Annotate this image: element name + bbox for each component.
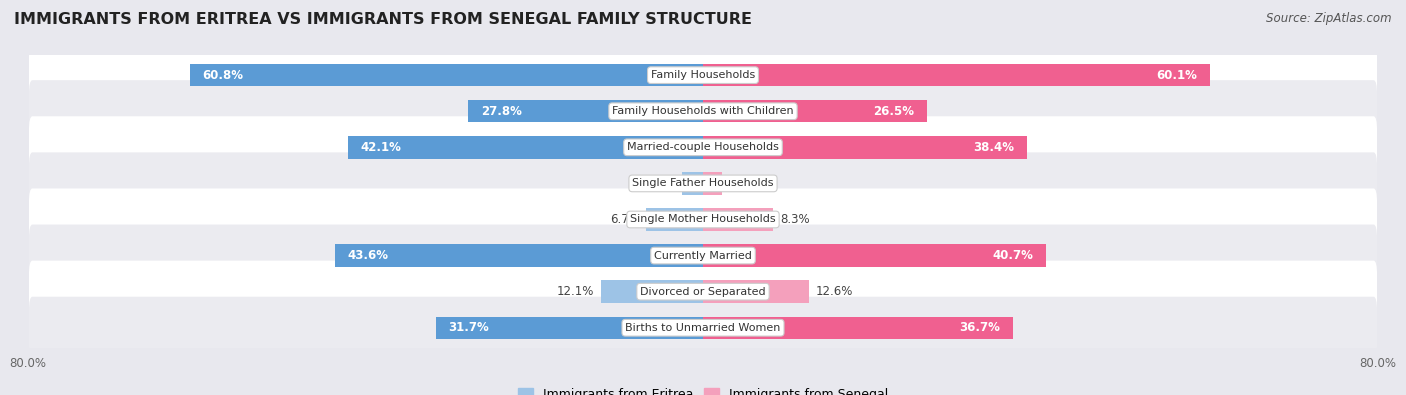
- Bar: [703, 316, 1012, 339]
- Text: 40.7%: 40.7%: [993, 249, 1033, 262]
- Bar: [600, 280, 703, 303]
- Text: 6.7%: 6.7%: [610, 213, 640, 226]
- Text: IMMIGRANTS FROM ERITREA VS IMMIGRANTS FROM SENEGAL FAMILY STRUCTURE: IMMIGRANTS FROM ERITREA VS IMMIGRANTS FR…: [14, 12, 752, 27]
- Text: 2.5%: 2.5%: [645, 177, 675, 190]
- Text: 8.3%: 8.3%: [780, 213, 810, 226]
- Text: 38.4%: 38.4%: [973, 141, 1014, 154]
- Bar: [703, 100, 927, 122]
- Text: 60.1%: 60.1%: [1157, 69, 1198, 82]
- Text: 31.7%: 31.7%: [449, 321, 489, 334]
- FancyBboxPatch shape: [30, 297, 1376, 359]
- FancyBboxPatch shape: [30, 152, 1376, 214]
- Bar: [436, 316, 703, 339]
- FancyBboxPatch shape: [30, 188, 1376, 250]
- Bar: [703, 280, 810, 303]
- Text: Source: ZipAtlas.com: Source: ZipAtlas.com: [1267, 12, 1392, 25]
- FancyBboxPatch shape: [30, 80, 1376, 142]
- Bar: [703, 208, 773, 231]
- Text: 12.1%: 12.1%: [557, 285, 595, 298]
- Bar: [703, 136, 1026, 158]
- Bar: [703, 172, 723, 195]
- Text: Births to Unmarried Women: Births to Unmarried Women: [626, 323, 780, 333]
- Bar: [347, 136, 703, 158]
- Text: 42.1%: 42.1%: [360, 141, 401, 154]
- Text: 43.6%: 43.6%: [347, 249, 389, 262]
- Text: 12.6%: 12.6%: [815, 285, 853, 298]
- Text: Currently Married: Currently Married: [654, 250, 752, 261]
- Text: 26.5%: 26.5%: [873, 105, 914, 118]
- Text: Family Households with Children: Family Households with Children: [612, 106, 794, 116]
- Text: Divorced or Separated: Divorced or Separated: [640, 287, 766, 297]
- Bar: [682, 172, 703, 195]
- FancyBboxPatch shape: [30, 44, 1376, 106]
- Bar: [647, 208, 703, 231]
- Bar: [468, 100, 703, 122]
- Bar: [703, 64, 1211, 87]
- FancyBboxPatch shape: [30, 116, 1376, 179]
- Text: 2.3%: 2.3%: [730, 177, 759, 190]
- Text: Family Households: Family Households: [651, 70, 755, 80]
- Text: Single Father Households: Single Father Households: [633, 179, 773, 188]
- Text: 60.8%: 60.8%: [202, 69, 243, 82]
- Bar: [335, 245, 703, 267]
- FancyBboxPatch shape: [30, 224, 1376, 287]
- Text: 27.8%: 27.8%: [481, 105, 522, 118]
- FancyBboxPatch shape: [30, 261, 1376, 323]
- Text: 36.7%: 36.7%: [959, 321, 1000, 334]
- Bar: [703, 245, 1046, 267]
- Text: Single Mother Households: Single Mother Households: [630, 214, 776, 224]
- Bar: [190, 64, 703, 87]
- Legend: Immigrants from Eritrea, Immigrants from Senegal: Immigrants from Eritrea, Immigrants from…: [513, 383, 893, 395]
- Text: Married-couple Households: Married-couple Households: [627, 142, 779, 152]
